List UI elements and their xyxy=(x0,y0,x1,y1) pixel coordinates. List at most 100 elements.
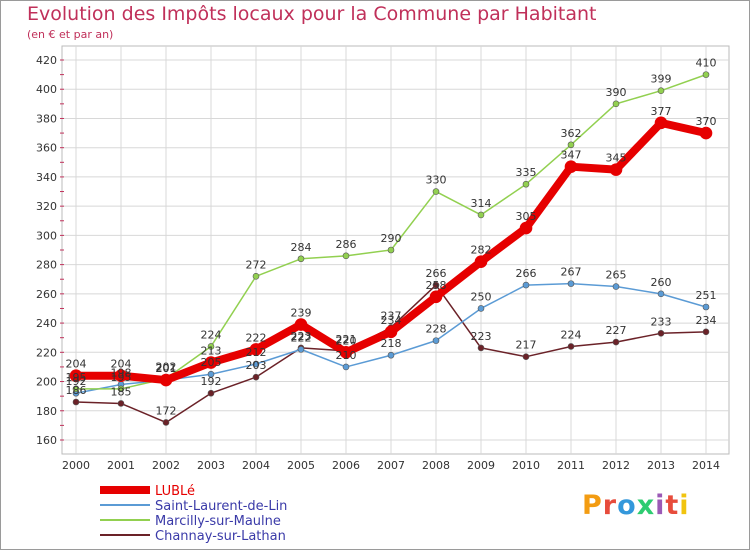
data-label-channay-sur-lathan: 266 xyxy=(426,267,447,280)
data-point-marcilly-sur-maulne xyxy=(657,87,665,94)
data-label-channay-sur-lathan: 217 xyxy=(516,339,537,352)
data-point-saint-laurent-de-lin xyxy=(612,283,620,290)
data-point-marcilly-sur-maulne xyxy=(117,385,125,393)
data-point-saint-laurent-de-lin xyxy=(342,363,350,371)
y-tick-label: 280 xyxy=(36,259,57,272)
data-point-marcilly-sur-maulne xyxy=(387,246,395,254)
logo-letter: t xyxy=(665,490,680,521)
data-label-channay-sur-lathan: 185 xyxy=(111,385,132,398)
legend-label-saint-laurent-de-lin: Saint-Laurent-de-Lin xyxy=(155,499,287,514)
data-point-marcilly-sur-maulne xyxy=(477,211,485,219)
data-label-saint-laurent-de-lin: 222 xyxy=(291,331,312,344)
data-point-saint-laurent-de-lin xyxy=(297,346,305,353)
data-label-luble: 377 xyxy=(651,105,672,118)
y-tick-label: 400 xyxy=(36,83,57,96)
chart-subtitle: (en € et par an) xyxy=(27,28,114,41)
data-label-channay-sur-lathan: 186 xyxy=(66,384,87,397)
data-point-luble xyxy=(654,116,668,130)
data-label-marcilly-sur-maulne: 410 xyxy=(696,57,717,70)
data-label-saint-laurent-de-lin: 265 xyxy=(606,269,627,282)
data-point-luble xyxy=(69,369,83,382)
data-label-saint-laurent-de-lin: 260 xyxy=(651,276,672,289)
logo-letter: i xyxy=(655,490,666,521)
data-point-luble xyxy=(249,343,263,356)
x-tick-label: 2012 xyxy=(602,459,630,472)
data-point-channay-sur-lathan xyxy=(72,398,80,406)
logo-letter: x xyxy=(636,490,656,521)
y-tick-label: 380 xyxy=(36,112,57,125)
logo-letter: o xyxy=(617,490,637,521)
data-label-saint-laurent-de-lin: 210 xyxy=(336,349,357,362)
x-tick-label: 2013 xyxy=(647,459,675,472)
x-tick-label: 2009 xyxy=(467,459,495,472)
data-label-luble: 204 xyxy=(66,358,87,371)
data-label-marcilly-sur-maulne: 330 xyxy=(426,174,447,187)
data-label-saint-laurent-de-lin: 266 xyxy=(516,267,537,280)
data-label-channay-sur-lathan: 172 xyxy=(156,404,177,417)
data-point-marcilly-sur-maulne xyxy=(522,180,530,188)
y-tick-label: 220 xyxy=(36,346,57,359)
data-point-channay-sur-lathan xyxy=(432,281,440,289)
data-point-marcilly-sur-maulne xyxy=(702,71,710,78)
data-label-marcilly-sur-maulne: 390 xyxy=(606,86,627,99)
plot-area xyxy=(61,45,730,455)
y-tick-label: 340 xyxy=(36,171,57,184)
data-label-channay-sur-lathan: 223 xyxy=(291,330,312,343)
data-point-channay-sur-lathan xyxy=(612,338,620,346)
data-label-luble: 305 xyxy=(516,210,537,223)
x-tick-label: 2004 xyxy=(242,459,270,472)
data-label-saint-laurent-de-lin: 250 xyxy=(471,290,492,303)
x-tick-label: 2003 xyxy=(197,459,225,472)
y-tick-label: 420 xyxy=(36,54,57,67)
data-label-luble: 370 xyxy=(696,115,717,128)
data-label-saint-laurent-de-lin: 201 xyxy=(156,362,177,375)
data-label-channay-sur-lathan: 234 xyxy=(696,314,717,327)
data-point-saint-laurent-de-lin xyxy=(477,305,485,312)
data-point-marcilly-sur-maulne xyxy=(207,343,215,350)
data-point-channay-sur-lathan xyxy=(252,373,260,381)
x-tick-label: 2008 xyxy=(422,459,450,472)
data-point-luble xyxy=(519,221,533,235)
data-point-saint-laurent-de-lin xyxy=(432,337,440,344)
data-label-saint-laurent-de-lin: 198 xyxy=(111,366,132,379)
data-label-marcilly-sur-maulne: 224 xyxy=(201,328,222,341)
data-label-marcilly-sur-maulne: 314 xyxy=(471,197,492,210)
data-label-luble: 234 xyxy=(381,314,402,327)
data-label-saint-laurent-de-lin: 251 xyxy=(696,289,717,302)
x-tick-label: 2001 xyxy=(107,459,135,472)
data-point-saint-laurent-de-lin xyxy=(387,351,395,359)
logo-letter: i xyxy=(679,490,690,521)
y-tick-label: 240 xyxy=(36,317,57,330)
data-point-luble xyxy=(294,318,308,331)
legend-label-channay-sur-lathan: Channay-sur-Lathan xyxy=(155,529,286,544)
data-point-saint-laurent-de-lin xyxy=(522,281,530,289)
data-label-channay-sur-lathan: 224 xyxy=(561,328,582,341)
data-label-saint-laurent-de-lin: 205 xyxy=(201,356,222,369)
data-label-luble: 222 xyxy=(246,331,267,344)
data-label-marcilly-sur-maulne: 195 xyxy=(111,371,132,384)
data-label-luble: 220 xyxy=(336,334,357,347)
x-tick-label: 2007 xyxy=(377,459,405,472)
data-point-luble xyxy=(699,126,713,140)
legend-label-marcilly-sur-maulne: Marcilly-sur-Maulne xyxy=(155,514,281,529)
data-label-channay-sur-lathan: 223 xyxy=(471,330,492,343)
data-label-luble: 347 xyxy=(561,149,582,162)
x-tick-label: 2010 xyxy=(512,459,540,472)
y-tick-label: 180 xyxy=(36,405,57,418)
x-tick-label: 2002 xyxy=(152,459,180,472)
data-point-saint-laurent-de-lin xyxy=(657,290,665,298)
y-tick-label: 320 xyxy=(36,200,57,213)
data-point-marcilly-sur-maulne xyxy=(432,188,440,195)
data-label-marcilly-sur-maulne: 202 xyxy=(156,361,177,374)
y-tick-label: 360 xyxy=(36,142,57,155)
data-label-saint-laurent-de-lin: 267 xyxy=(561,266,582,279)
y-tick-label: 160 xyxy=(36,434,57,447)
data-label-marcilly-sur-maulne: 399 xyxy=(651,73,672,86)
data-label-channay-sur-lathan: 227 xyxy=(606,324,627,337)
data-label-marcilly-sur-maulne: 362 xyxy=(561,127,582,140)
data-point-luble xyxy=(114,369,128,382)
data-point-channay-sur-lathan xyxy=(522,353,530,360)
data-label-marcilly-sur-maulne: 272 xyxy=(246,258,267,271)
data-point-luble xyxy=(204,356,218,369)
data-label-marcilly-sur-maulne: 335 xyxy=(516,166,537,179)
